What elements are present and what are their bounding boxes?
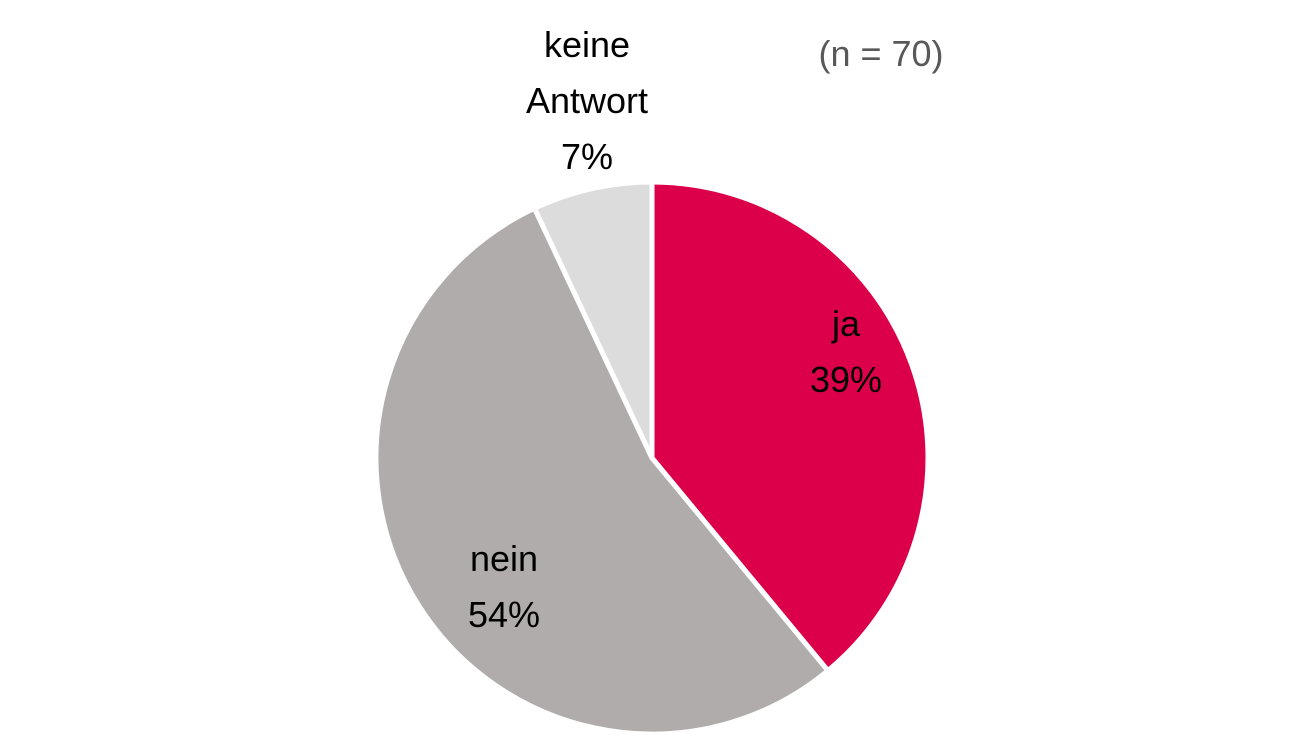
pie-slice-nein — [373, 204, 832, 737]
pie-label-ja: ja 39% — [810, 303, 882, 400]
pie-label-name: nein — [470, 538, 538, 579]
pie-label-name: ja — [831, 303, 861, 344]
pie-label-name: Antwort — [526, 80, 648, 121]
pie-slices — [373, 179, 931, 737]
pie-label-name: keine — [544, 24, 630, 65]
pie-label-nein: nein 54% — [468, 538, 540, 635]
pie-labels: ja 39% nein 54% keine Antwort 7% — [468, 24, 882, 635]
sample-size-annotation: (n = 70) — [818, 33, 943, 74]
pie-label-value: 39% — [810, 359, 882, 400]
pie-label-value: 54% — [468, 594, 540, 635]
pie-slice-ja — [649, 179, 931, 675]
pie-label-value: 7% — [561, 136, 613, 177]
pie-label-keine-antwort: keine Antwort 7% — [526, 24, 648, 177]
pie-slice-keine-antwort — [531, 179, 655, 460]
